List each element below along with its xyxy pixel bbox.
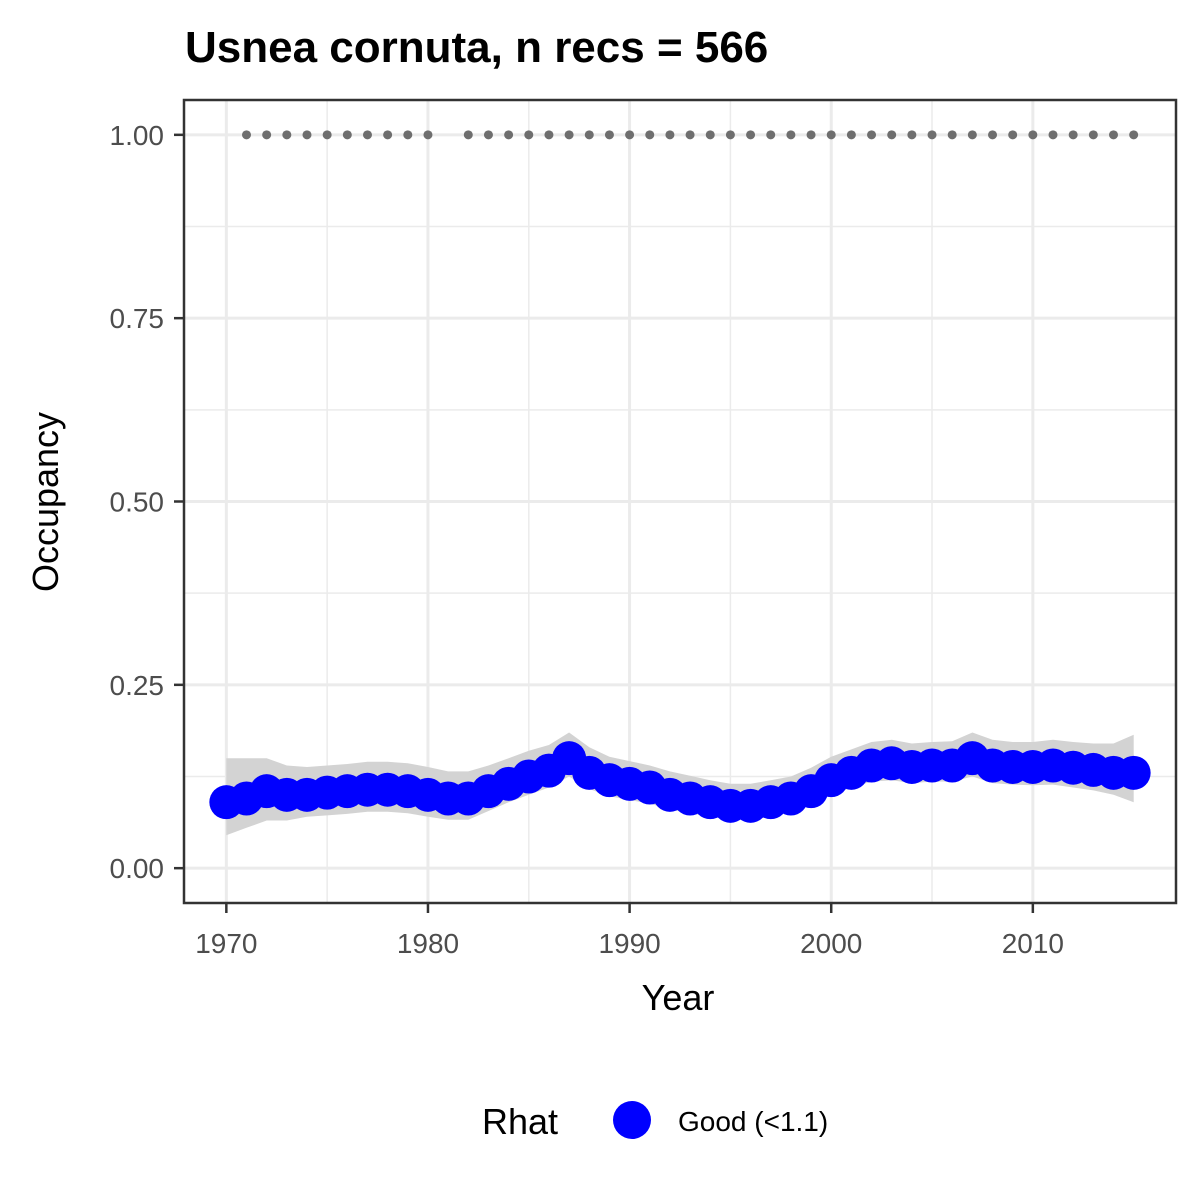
x-tick-label: 1990 <box>598 928 660 959</box>
record-year-marker <box>705 130 715 140</box>
y-tick-label: 0.00 <box>110 853 165 884</box>
record-year-marker <box>262 130 272 140</box>
x-axis-title: Year <box>642 977 715 1018</box>
record-year-marker <box>302 130 312 140</box>
record-year-marker <box>282 130 292 140</box>
record-year-marker <box>907 130 917 140</box>
record-year-marker <box>604 130 614 140</box>
record-year-marker <box>967 130 977 140</box>
x-tick-label: 2010 <box>1002 928 1064 959</box>
record-year-marker <box>504 130 514 140</box>
record-year-marker <box>1068 130 1078 140</box>
record-year-marker <box>685 130 695 140</box>
legend: Rhat Good (<1.1) <box>482 1101 828 1142</box>
record-year-marker <box>806 130 816 140</box>
record-year-marker <box>584 130 594 140</box>
y-tick-label: 0.50 <box>110 487 165 518</box>
record-year-marker <box>846 130 856 140</box>
record-year-marker <box>725 130 735 140</box>
record-year-marker <box>423 130 433 140</box>
record-year-marker <box>524 130 534 140</box>
record-year-marker <box>544 130 554 140</box>
y-axis-title: Occupancy <box>25 412 66 592</box>
record-year-marker <box>867 130 877 140</box>
record-year-marker <box>483 130 493 140</box>
record-year-marker <box>766 130 776 140</box>
record-year-marker <box>786 130 796 140</box>
occupancy-point <box>1116 755 1151 790</box>
record-year-marker <box>947 130 957 140</box>
y-tick-label: 0.75 <box>110 303 165 334</box>
y-tick-label: 0.25 <box>110 670 165 701</box>
record-year-marker <box>322 130 332 140</box>
x-tick-label: 1970 <box>195 928 257 959</box>
record-year-marker <box>988 130 998 140</box>
record-year-marker <box>826 130 836 140</box>
record-year-marker <box>564 130 574 140</box>
record-year-marker <box>1048 130 1058 140</box>
record-year-marker <box>645 130 655 140</box>
record-year-marker <box>463 130 473 140</box>
record-year-marker <box>1108 130 1118 140</box>
record-year-marker <box>1088 130 1098 140</box>
record-year-marker <box>242 130 252 140</box>
chart-title: Usnea cornuta, n recs = 566 <box>185 23 768 72</box>
record-year-marker <box>927 130 937 140</box>
record-year-marker <box>887 130 897 140</box>
record-year-marker <box>1028 130 1038 140</box>
legend-entry-label: Good (<1.1) <box>678 1106 828 1137</box>
x-tick-label: 1980 <box>397 928 459 959</box>
record-year-marker <box>403 130 413 140</box>
record-year-marker <box>362 130 372 140</box>
record-year-marker <box>625 130 635 140</box>
record-year-marker <box>383 130 393 140</box>
legend-key-dot <box>613 1101 651 1139</box>
record-year-marker <box>746 130 756 140</box>
plot-panel: 1970 1980 1990 2000 2010 0.00 0.25 0.50 0.75 1.00 <box>110 98 1178 959</box>
x-tick-label: 2000 <box>800 928 862 959</box>
record-year-marker <box>665 130 675 140</box>
record-year-marker <box>1008 130 1018 140</box>
record-year-marker <box>1129 130 1139 140</box>
legend-title: Rhat <box>482 1101 558 1142</box>
record-year-marker <box>342 130 352 140</box>
y-tick-label: 1.00 <box>110 120 165 151</box>
